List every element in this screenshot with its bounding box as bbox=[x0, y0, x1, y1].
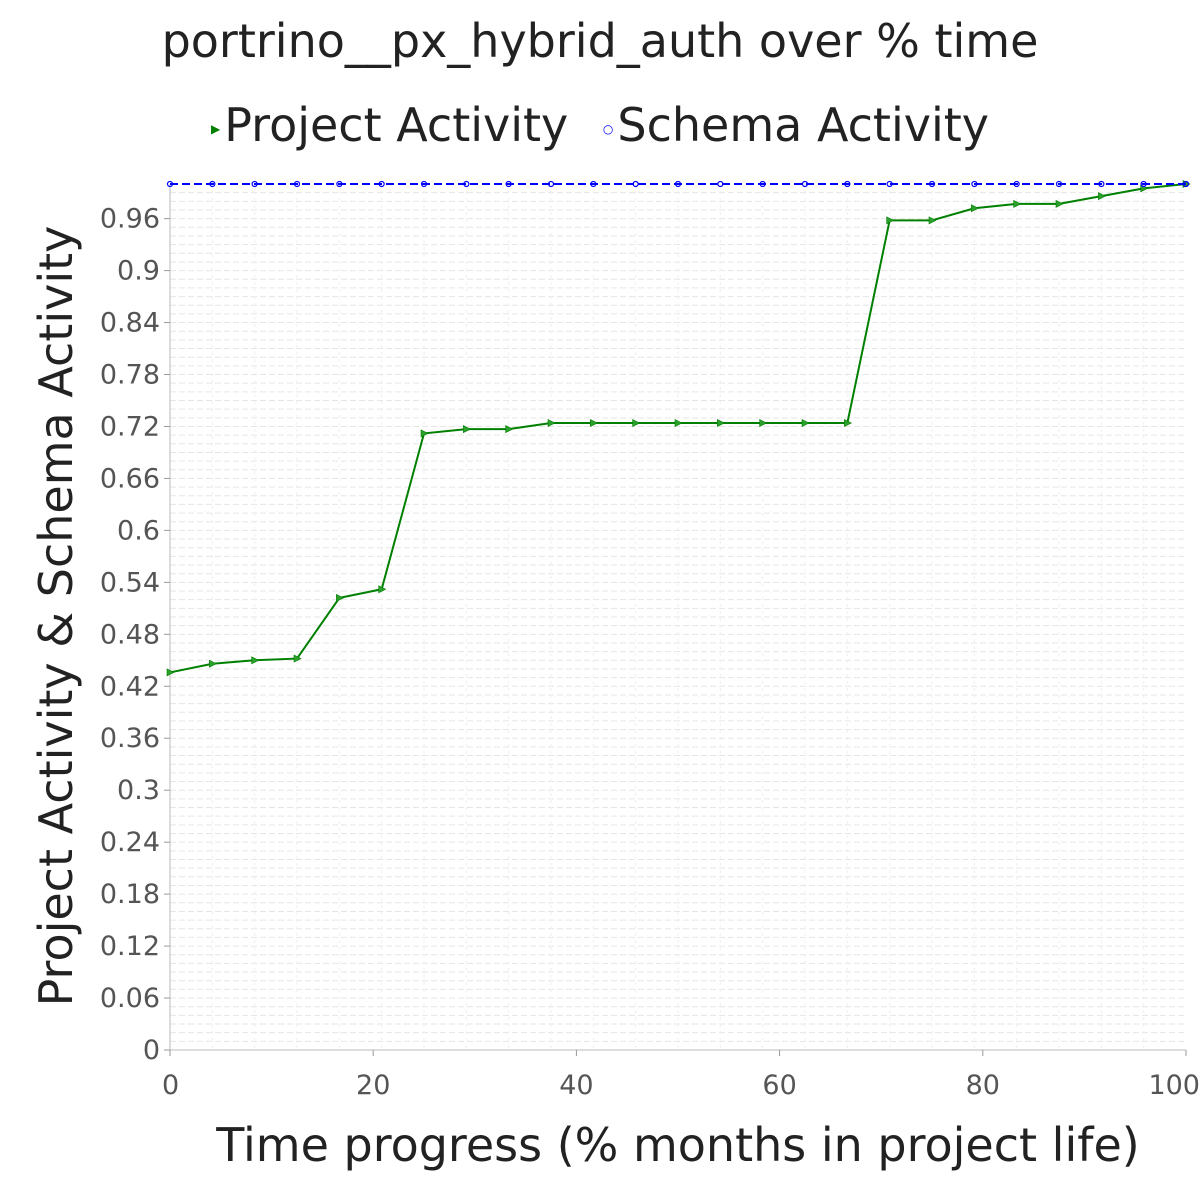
data-point-project-activity bbox=[717, 419, 726, 428]
data-point-project-activity bbox=[378, 585, 387, 594]
data-point-schema-activity bbox=[928, 180, 936, 188]
y-tick-label: 0.06 bbox=[100, 983, 160, 1014]
x-tick-label: 20 bbox=[356, 1070, 390, 1101]
data-point-schema-activity bbox=[1140, 180, 1147, 188]
legend: ▶Project Activity ○Schema Activity bbox=[0, 98, 1200, 152]
data-point-project-activity bbox=[759, 419, 768, 428]
y-tick-label: 0.12 bbox=[100, 931, 160, 962]
y-tick-label: 0.24 bbox=[100, 827, 160, 858]
data-point-schema-activity bbox=[1013, 180, 1020, 188]
data-point-schema-activity bbox=[717, 180, 724, 188]
data-point-project-activity bbox=[547, 419, 556, 428]
x-tick-label: 80 bbox=[966, 1070, 1000, 1101]
y-tick-label: 0.84 bbox=[100, 308, 160, 339]
legend-marker-schema-activity: ○ bbox=[602, 121, 614, 136]
y-axis-label: Project Activity & Schema Activity bbox=[29, 225, 83, 1007]
data-point-schema-activity bbox=[886, 180, 893, 188]
data-point-project-activity bbox=[632, 419, 641, 428]
data-point-project-activity bbox=[293, 654, 302, 663]
data-point-schema-activity bbox=[971, 180, 978, 188]
data-point-project-activity bbox=[844, 419, 853, 428]
data-point-project-activity bbox=[463, 425, 472, 434]
data-point-project-activity bbox=[209, 659, 218, 668]
y-tick-label: 0 bbox=[143, 1035, 160, 1066]
data-point-schema-activity bbox=[336, 180, 343, 188]
data-point-project-activity bbox=[886, 216, 895, 225]
x-tick-label: 60 bbox=[762, 1070, 796, 1101]
y-tick-label: 0.66 bbox=[100, 463, 160, 494]
data-point-schema-activity bbox=[844, 180, 851, 188]
y-tick-label: 0.6 bbox=[117, 515, 160, 546]
data-point-schema-activity bbox=[1098, 180, 1105, 188]
data-point-schema-activity bbox=[420, 180, 428, 188]
legend-marker-project-activity: ▶ bbox=[211, 121, 221, 136]
data-point-project-activity bbox=[1013, 199, 1022, 208]
data-point-project-activity bbox=[590, 419, 599, 428]
data-point-schema-activity bbox=[209, 180, 216, 188]
data-point-schema-activity bbox=[1055, 180, 1063, 188]
y-tick-label: 0.48 bbox=[100, 619, 160, 650]
y-tick-label: 0.36 bbox=[100, 723, 160, 754]
data-point-project-activity bbox=[336, 593, 345, 602]
y-tick-label: 0.3 bbox=[117, 775, 160, 806]
data-point-schema-activity bbox=[378, 180, 385, 188]
data-point-schema-activity bbox=[1182, 180, 1190, 188]
data-point-project-activity bbox=[971, 204, 980, 213]
data-point-schema-activity bbox=[674, 180, 682, 188]
legend-item-schema-activity: ○Schema Activity bbox=[603, 98, 989, 152]
data-point-schema-activity bbox=[293, 180, 301, 188]
data-point-project-activity bbox=[1098, 192, 1107, 201]
data-point-project-activity bbox=[801, 419, 810, 428]
y-tick-label: 0.54 bbox=[100, 567, 160, 598]
y-tick-label: 0.9 bbox=[117, 256, 160, 287]
data-point-project-activity bbox=[674, 419, 683, 428]
y-tick-label: 0.78 bbox=[100, 360, 160, 391]
data-point-schema-activity bbox=[463, 180, 470, 188]
data-point-schema-activity bbox=[547, 180, 555, 188]
data-point-project-activity bbox=[1055, 199, 1064, 208]
data-point-project-activity bbox=[251, 656, 260, 665]
y-tick-label: 0.18 bbox=[100, 879, 160, 910]
x-tick-label: 0 bbox=[162, 1070, 179, 1101]
data-point-schema-activity bbox=[590, 180, 597, 188]
x-axis-label: Time progress (% months in project life) bbox=[216, 1118, 1140, 1172]
x-tick-label: 100 bbox=[1148, 1070, 1200, 1101]
data-point-schema-activity bbox=[801, 180, 809, 188]
legend-label-schema-activity: Schema Activity bbox=[617, 98, 989, 152]
chart-title: portrino__px_hybrid_auth over % time bbox=[161, 14, 1039, 68]
data-point-project-activity bbox=[928, 216, 937, 225]
y-tick-label: 0.72 bbox=[100, 411, 160, 442]
data-point-schema-activity bbox=[759, 180, 766, 188]
data-point-schema-activity bbox=[505, 180, 512, 188]
data-point-project-activity bbox=[505, 425, 514, 434]
legend-item-project-activity: ▶Project Activity bbox=[211, 98, 568, 152]
data-point-schema-activity bbox=[632, 180, 639, 188]
data-point-schema-activity bbox=[251, 180, 258, 188]
data-point-schema-activity bbox=[166, 180, 174, 188]
legend-label-project-activity: Project Activity bbox=[224, 98, 569, 152]
y-tick-label: 0.96 bbox=[100, 204, 160, 235]
data-point-project-activity bbox=[166, 668, 175, 677]
y-tick-label: 0.42 bbox=[100, 671, 160, 702]
data-point-project-activity bbox=[420, 429, 429, 438]
x-tick-label: 40 bbox=[559, 1070, 593, 1101]
